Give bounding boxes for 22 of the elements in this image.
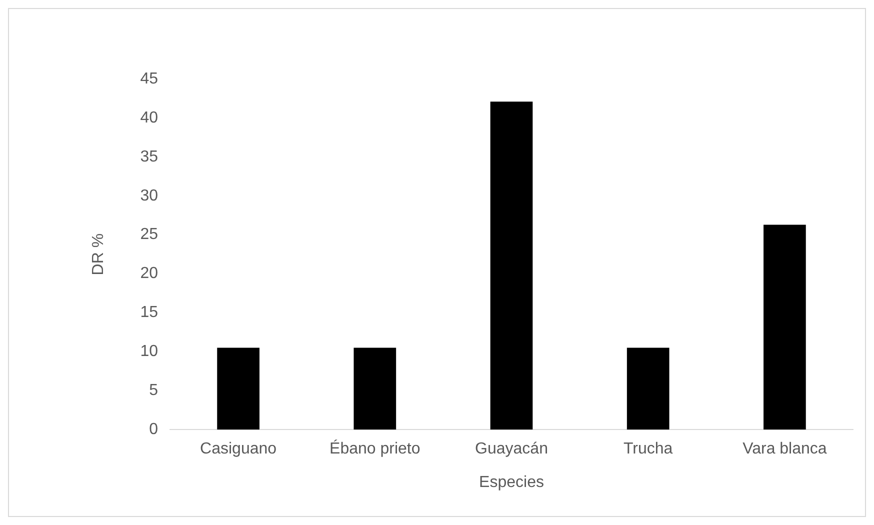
x-tick-label: Ébano prieto <box>330 440 420 458</box>
y-tick-label: 30 <box>140 187 158 204</box>
y-tick-label: 25 <box>140 226 158 244</box>
y-tick-label: 0 <box>149 421 158 438</box>
bar <box>354 348 396 430</box>
y-tick-label: 10 <box>140 343 158 360</box>
bar <box>217 348 260 430</box>
y-axis-title: DR % <box>90 233 108 276</box>
x-tick-label: Trucha <box>623 440 673 458</box>
y-tick-label: 15 <box>140 304 158 322</box>
x-tick-label: Vara blanca <box>742 440 827 458</box>
x-tick-label: Casiguano <box>200 440 277 458</box>
y-tick-label: 35 <box>140 148 158 166</box>
y-tick-label: 40 <box>140 109 158 126</box>
x-axis-title: Especies <box>479 474 544 491</box>
y-tick-label: 20 <box>140 265 158 282</box>
bar <box>764 224 806 430</box>
bar <box>490 102 533 430</box>
x-tick-label: Guayacán <box>475 440 548 458</box>
bar <box>626 348 670 430</box>
y-tick-label: 45 <box>140 70 158 88</box>
y-tick-label: 5 <box>149 382 158 400</box>
